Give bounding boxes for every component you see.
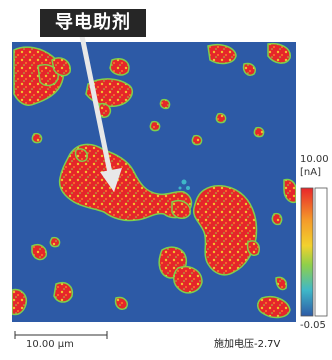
colorbar-unit-label: [nA] — [300, 167, 321, 178]
scale-bar-label: 10.00 µm — [26, 339, 74, 350]
conductivity-map — [12, 42, 296, 322]
annotation-label: 导电助剂 — [40, 9, 146, 37]
conductive-clusters — [12, 42, 296, 319]
colorbar — [300, 187, 328, 317]
colorbar-min-label: -0.05 — [300, 320, 326, 331]
scale-bar — [14, 331, 108, 339]
applied-voltage-label: 施加电压-2.7V — [214, 339, 281, 350]
colorbar-max-label: 10.00 — [300, 154, 329, 165]
